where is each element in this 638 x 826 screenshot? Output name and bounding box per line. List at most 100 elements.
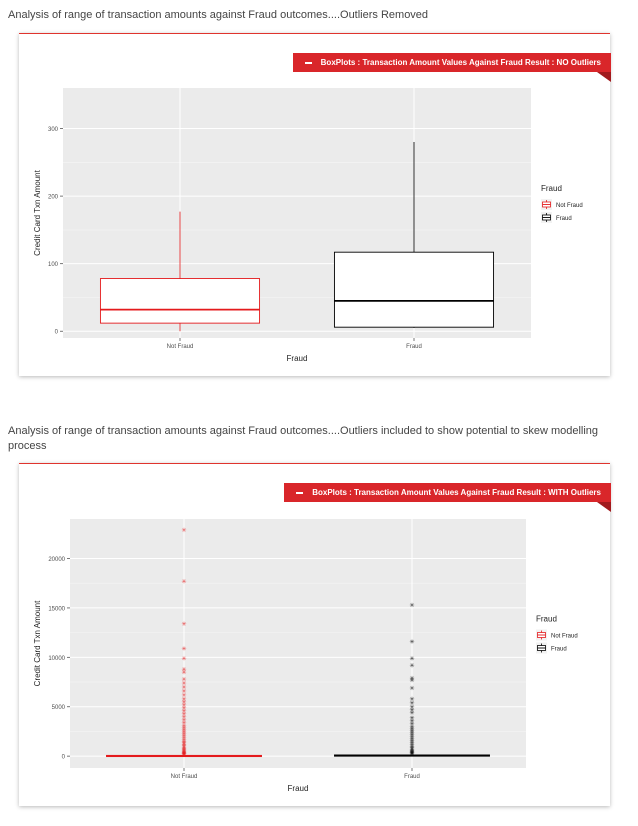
outlier-point [409,748,415,753]
caption-no-outliers: Analysis of range of transaction amounts… [8,9,429,21]
outlier-point [181,717,187,722]
outlier-point [181,680,187,686]
outlier-point [409,656,415,661]
box-fraud [333,142,495,328]
x-tick-label: Fraud [406,344,422,350]
outlier-point [409,745,415,750]
plot-panel [70,519,526,768]
outlier-point [181,579,187,584]
legend-key [536,629,547,641]
x-tick-label: Not Fraud [171,774,198,780]
outlier-point [409,721,415,726]
outlier-point [181,699,187,704]
outlier-point [181,739,187,744]
outlier-point [181,696,187,702]
minus-icon[interactable] [296,491,304,494]
y-tick-label: 0 [55,330,59,336]
y-tick-label: 20000 [48,557,65,563]
chart-card-no-outliers: BoxPlots : Transaction Amount Values Aga… [19,33,611,376]
outlier-point [409,736,415,741]
box-iqr [99,278,261,324]
ribbon-label: BoxPlots : Transaction Amount Values Aga… [320,58,601,67]
outlier-point [181,705,187,710]
outlier-point [181,751,187,756]
outlier-point [409,724,415,729]
outlier-point [409,707,415,712]
legend-label: Not Fraud [556,203,583,209]
outlier-point [181,751,187,756]
outlier-point [181,646,187,651]
outlier-point [409,675,415,681]
outlier-point [409,728,415,733]
outlier-point [409,685,415,691]
outlier-point [409,718,415,723]
outlier-point [181,731,187,736]
outlier-point [409,677,415,683]
outlier-point [181,745,187,750]
outlier-point [409,750,415,755]
outlier-point [181,711,187,716]
x-tick-label: Fraud [404,774,420,780]
ribbon-label: BoxPlots : Transaction Amount Values Aga… [312,488,601,497]
minus-icon[interactable] [304,61,312,64]
boxplot-with-outliers: 0 5000 10000 15000 20000 Not Fraud Fraud Fraud C… [33,519,578,793]
outlier-point [181,723,187,728]
outlier-point [409,750,415,756]
y-tick-label: 100 [48,262,59,268]
outlier-point [181,729,187,734]
y-tick-label: 300 [48,127,59,133]
outlier-point [181,708,187,713]
outlier-point [409,740,415,745]
chart-card-with-outliers: BoxPlots : Transaction Amount Values Aga… [19,463,611,806]
y-axis-title: Credit Card Txn Amount [33,169,42,255]
outlier-point [181,740,187,746]
legend: Fraud Not Fraud Fraud [536,615,578,654]
caption-with-outliers: Analysis of range of transaction amounts… [8,425,599,452]
legend-key [536,642,547,654]
outlier-point [409,704,415,709]
legend-key [541,212,552,223]
x-axis-title: Fraud [287,354,308,363]
outlier-point [409,602,415,608]
outlier-point [409,744,415,749]
outlier-point [181,676,187,682]
outlier-point [181,688,187,694]
outlier-point [409,663,415,668]
boxplot-no-outliers: 0 100 200 300 Not Fraud Fraud Fraud Credit Card… [33,88,583,363]
outlier-point [409,639,415,644]
outlier-point [409,749,415,755]
outlier-point [181,747,187,752]
outlier-point [181,733,187,738]
outlier-point [181,720,187,725]
outlier-point [181,750,187,755]
y-tick-label: 0 [62,755,66,761]
ribbon-header: BoxPlots : Transaction Amount Values Aga… [284,483,611,502]
y-tick-label: 200 [48,195,59,201]
outlier-point [181,656,187,661]
outlier-point [181,737,187,742]
outlier-point [181,743,187,748]
legend-title: Fraud [541,184,562,193]
x-tick-label: Not Fraud [167,344,194,350]
legend-label: Fraud [551,647,567,653]
box-not-fraud [99,211,261,332]
outlier-point [181,727,187,732]
y-tick-label: 5000 [52,705,66,711]
box-fraud [334,602,490,757]
outlier-point [181,702,187,707]
outlier-point [409,710,415,715]
ribbon-header: BoxPlots : Transaction Amount Values Aga… [292,53,611,72]
legend-title: Fraud [536,615,557,624]
outlier-point [181,742,187,747]
outlier-point [409,696,415,702]
ribbon-fold [597,72,611,82]
legend-key [541,199,552,210]
box-not-fraud [106,527,262,758]
outlier-point [409,730,415,735]
y-axis-title: Credit Card Txn Amount [33,600,42,686]
outlier-point [181,751,187,757]
outlier-point [409,700,415,705]
outlier-point [181,748,187,753]
outlier-point [409,732,415,737]
outlier-point [409,734,415,739]
